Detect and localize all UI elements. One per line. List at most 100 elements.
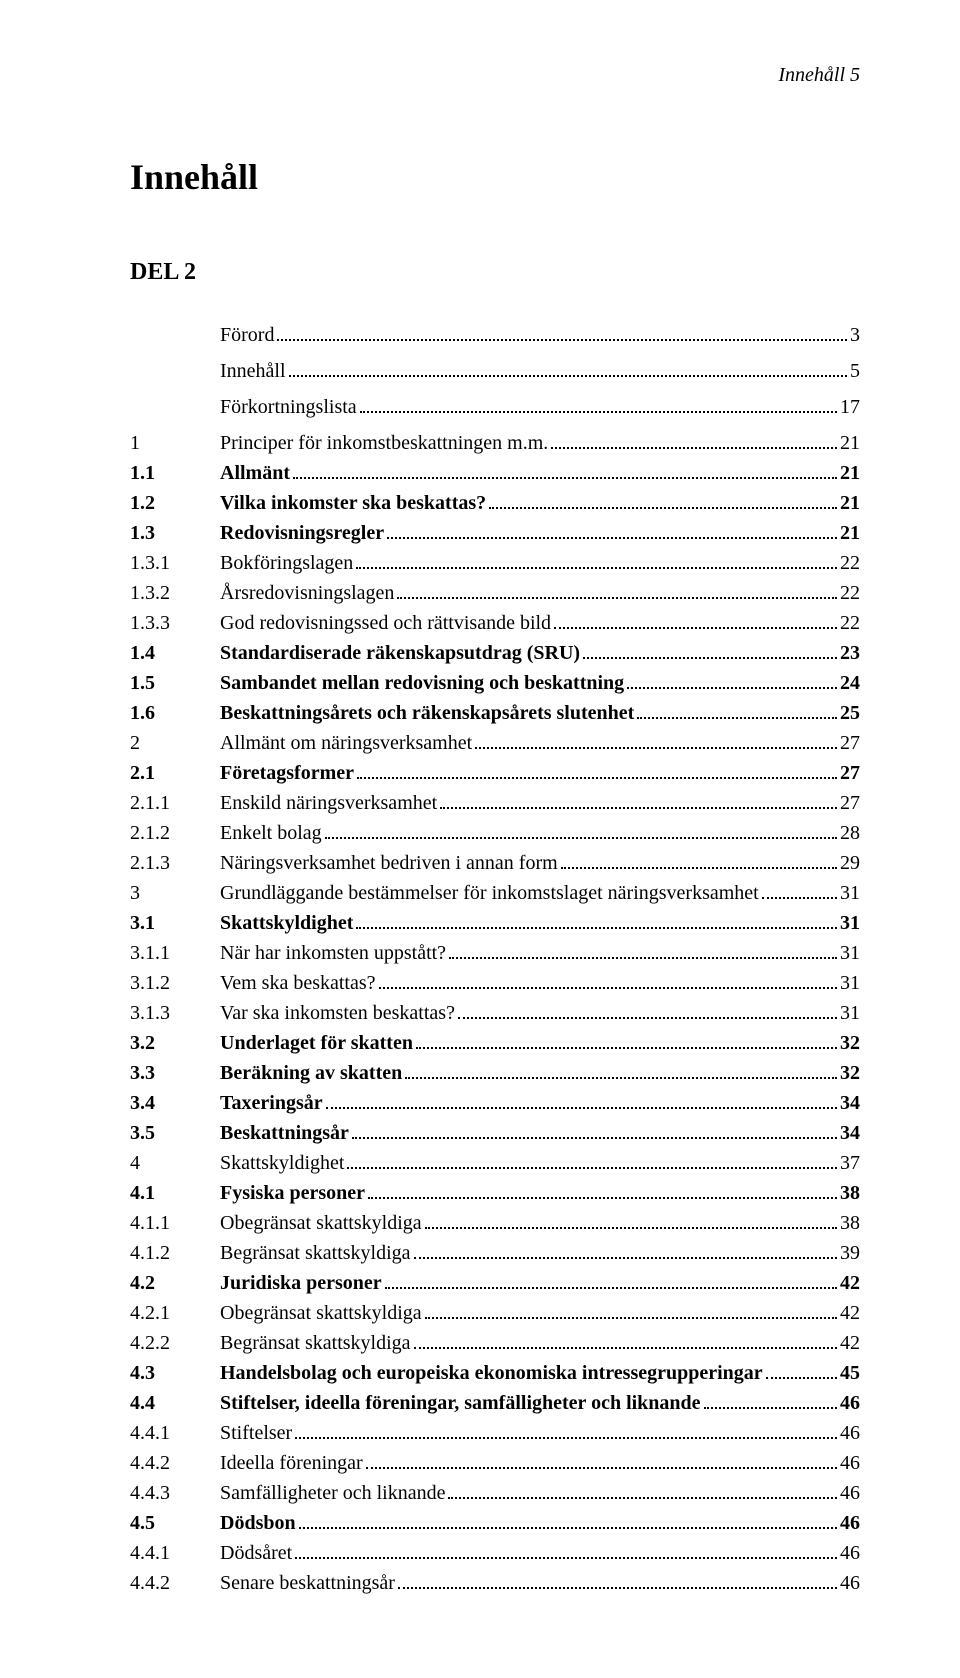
toc-entry-title: Allmänt om näringsverksamhet [220,728,472,758]
toc-entry-number: 4.1.2 [130,1238,220,1268]
toc-entry-page: 46 [840,1568,860,1598]
toc-leader-dots [295,1557,837,1559]
toc-leader-dots [326,1107,837,1109]
toc-entry-title: Begränsat skattskyldiga [220,1328,411,1358]
toc-leader-dots [627,687,837,689]
toc-entry-page: 21 [840,488,860,518]
toc-entry-number: 4.2 [130,1268,220,1298]
toc-entry: 1.1Allmänt21 [130,458,860,488]
toc-entry-page: 27 [840,728,860,758]
toc-entry: 3.1.2Vem ska beskattas? 31 [130,968,860,998]
toc-entry-page: 27 [840,758,860,788]
toc-entry-title: Årsredovisningslagen [220,578,394,608]
toc-entry-number: 3.1.1 [130,938,220,968]
toc-entry-number: 4.4.3 [130,1478,220,1508]
toc-entry-title: God redovisningssed och rättvisande bild [220,608,551,638]
toc-leader-dots [299,1527,837,1529]
toc-entry-page: 39 [840,1238,860,1268]
toc-entry-title: Förord [220,320,274,350]
toc-entry-number: 3.2 [130,1028,220,1058]
toc-leader-dots [398,1587,837,1589]
toc-entry-number: 4.5 [130,1508,220,1538]
toc-leader-dots [387,537,837,539]
toc-entry-number: 1.3.1 [130,548,220,578]
toc-entry-title: Senare beskattningsår [220,1568,395,1598]
toc-leader-dots [637,717,837,719]
toc-entry: 4.4.1Dödsåret46 [130,1538,860,1568]
main-heading: Innehåll [130,150,860,204]
toc-entry-title: Obegränsat skattskyldiga [220,1298,422,1328]
toc-leader-dots [289,375,847,377]
toc-entry: 3.1.3Var ska inkomsten beskattas?31 [130,998,860,1028]
toc-entry: 1.2Vilka inkomster ska beskattas?21 [130,488,860,518]
toc-entry-page: 46 [840,1418,860,1448]
toc-entry-title: Näringsverksamhet bedriven i annan form [220,848,558,878]
toc-entry-page: 27 [840,788,860,818]
toc-leader-dots [448,1497,837,1499]
page-header: Innehåll 5 [130,60,860,90]
toc-leader-dots [425,1227,837,1229]
part-heading: DEL 2 [130,254,860,290]
toc-entry-title: Principer för inkomstbeskattningen m.m. [220,428,548,458]
toc-entry: Förkortningslista17 [130,392,860,422]
toc-leader-dots [583,657,837,659]
toc-entry-number: 4.3 [130,1358,220,1388]
toc-entry-page: 31 [840,968,860,998]
toc-entry: 4.4.2Ideella föreningar46 [130,1448,860,1478]
toc-leader-dots [360,411,837,413]
toc-leader-dots [295,1437,837,1439]
toc-leader-dots [449,957,837,959]
toc-entry: 2Allmänt om näringsverksamhet27 [130,728,860,758]
toc-entry-page: 38 [840,1208,860,1238]
toc-entry-page: 42 [840,1268,860,1298]
toc-entry-page: 31 [840,938,860,968]
toc-entry-title: Sambandet mellan redovisning och beskatt… [220,668,624,698]
toc-entry: 4.4.2Senare beskattningsår46 [130,1568,860,1598]
toc-entry-number: 4.2.2 [130,1328,220,1358]
toc-entry-title: Obegränsat skattskyldiga [220,1208,422,1238]
toc-leader-dots [416,1047,837,1049]
toc-pre-list: Förord3Innehåll5Förkortningslista17 [130,320,860,422]
toc-entry: 4.1Fysiska personer38 [130,1178,860,1208]
toc-leader-dots [347,1167,837,1169]
toc-leader-dots [405,1077,837,1079]
toc-entry-number: 3.4 [130,1088,220,1118]
toc-entry-number: 4.4.2 [130,1448,220,1478]
toc-entry-number: 2.1.2 [130,818,220,848]
toc-entry-title: Vilka inkomster ska beskattas? [220,488,486,518]
toc-entry-number: 4.1 [130,1178,220,1208]
toc-entry-page: 46 [840,1478,860,1508]
toc-entry-page: 34 [840,1088,860,1118]
toc-entry-number: 4 [130,1148,220,1178]
toc-leader-dots [414,1257,837,1259]
toc-entry-number: 1.3.2 [130,578,220,608]
toc-entry-page: 5 [850,356,860,386]
toc-entry-page: 46 [840,1388,860,1418]
toc-entry-title: När har inkomsten uppstått? [220,938,446,968]
toc-entry-page: 34 [840,1118,860,1148]
toc-entry-number: 2.1.1 [130,788,220,818]
toc-leader-dots [440,807,837,809]
toc-entry: 4.5Dödsbon46 [130,1508,860,1538]
toc-entry-title: Vem ska beskattas? [220,968,376,998]
toc-entry-number: 3.1.2 [130,968,220,998]
toc-leader-dots [325,837,837,839]
toc-leader-dots [561,867,837,869]
toc-leader-dots [414,1347,837,1349]
toc-entry: 4.2.2Begränsat skattskyldiga42 [130,1328,860,1358]
toc-leader-dots [368,1197,837,1199]
toc-entry: 4.1.1Obegränsat skattskyldiga38 [130,1208,860,1238]
toc-entry-title: Juridiska personer [220,1268,382,1298]
toc-leader-dots [704,1407,837,1409]
toc-entry-page: 45 [840,1358,860,1388]
toc-entry-number: 4.2.1 [130,1298,220,1328]
toc-entry-page: 3 [850,320,860,350]
toc-entry: 4.2.1Obegränsat skattskyldiga42 [130,1298,860,1328]
toc-entry-title: Redovisningsregler [220,518,384,548]
toc-entry: 1Principer för inkomstbeskattningen m.m.… [130,428,860,458]
toc-entry-title: Handelsbolag och europeiska ekonomiska i… [220,1358,763,1388]
toc-entry: 3.1.1När har inkomsten uppstått? 31 [130,938,860,968]
toc-entry-page: 22 [840,578,860,608]
toc-entry-title: Beskattningsårets och räkenskapsårets sl… [220,698,634,728]
toc-entry: 1.6Beskattningsårets och räkenskapsårets… [130,698,860,728]
